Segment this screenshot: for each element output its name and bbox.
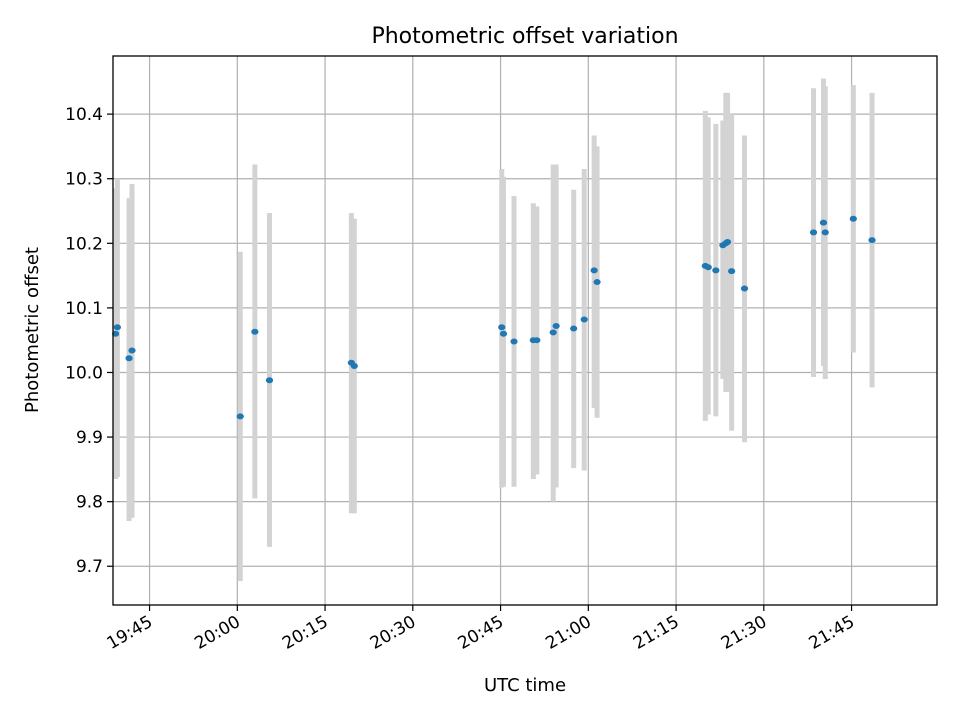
data-point [580, 316, 588, 323]
data-point [728, 268, 736, 275]
x-tick-label: 19:45 [104, 612, 156, 654]
y-tick-label: 10.0 [65, 363, 103, 383]
data-point [590, 267, 598, 274]
x-axis-label: UTC time [484, 675, 566, 696]
data-point [740, 285, 749, 292]
plot-frame [112, 55, 938, 606]
x-tick-label: 21:15 [630, 612, 682, 654]
chart-title: Photometric offset variation [371, 24, 678, 49]
data-point [112, 330, 120, 337]
data-point [236, 413, 244, 420]
data-point [819, 219, 828, 226]
x-tick-label: 20:15 [279, 612, 331, 654]
x-tick-label: 20:45 [455, 612, 507, 654]
data-point [593, 279, 601, 286]
y-tick-label: 10.1 [65, 299, 103, 319]
data-point [510, 338, 518, 345]
y-tick-label: 10.2 [65, 234, 103, 254]
data-point [498, 324, 506, 331]
data-point [128, 347, 136, 354]
data-point [849, 215, 857, 222]
data-point [265, 377, 274, 384]
y-tick-label: 9.7 [76, 557, 103, 577]
y-tick-label: 10.3 [65, 170, 103, 190]
data-point [868, 237, 876, 244]
y-tick-label: 10.4 [65, 105, 103, 125]
grid [113, 56, 937, 605]
data-point [533, 337, 541, 344]
x-tick-label: 20:00 [191, 612, 243, 654]
data-point [251, 328, 259, 335]
data-point [552, 322, 560, 329]
axis-ticks: 19:45 20:00 20:15 20:30 20:45 21:00 21:15 21:30… [65, 105, 858, 654]
x-tick-label: 21:45 [806, 612, 858, 654]
data-point [821, 229, 829, 236]
data-point [499, 330, 508, 337]
x-tick-label: 21:30 [718, 612, 770, 654]
x-tick-label: 20:30 [367, 612, 419, 654]
y-axis-label: Photometric offset [22, 247, 43, 413]
y-tick-label: 9.9 [76, 428, 103, 448]
y-tick-label: 9.8 [76, 493, 103, 513]
data-point [723, 239, 732, 246]
data-point [712, 267, 720, 274]
data-point [125, 355, 133, 362]
data-point [570, 325, 578, 332]
data-point [809, 229, 818, 236]
data-points [112, 215, 876, 420]
error-bars [113, 78, 875, 582]
x-tick-label: 21:00 [542, 612, 594, 654]
data-point [113, 324, 121, 331]
data-point [704, 264, 712, 271]
data-point [549, 329, 557, 336]
data-point [350, 363, 358, 370]
